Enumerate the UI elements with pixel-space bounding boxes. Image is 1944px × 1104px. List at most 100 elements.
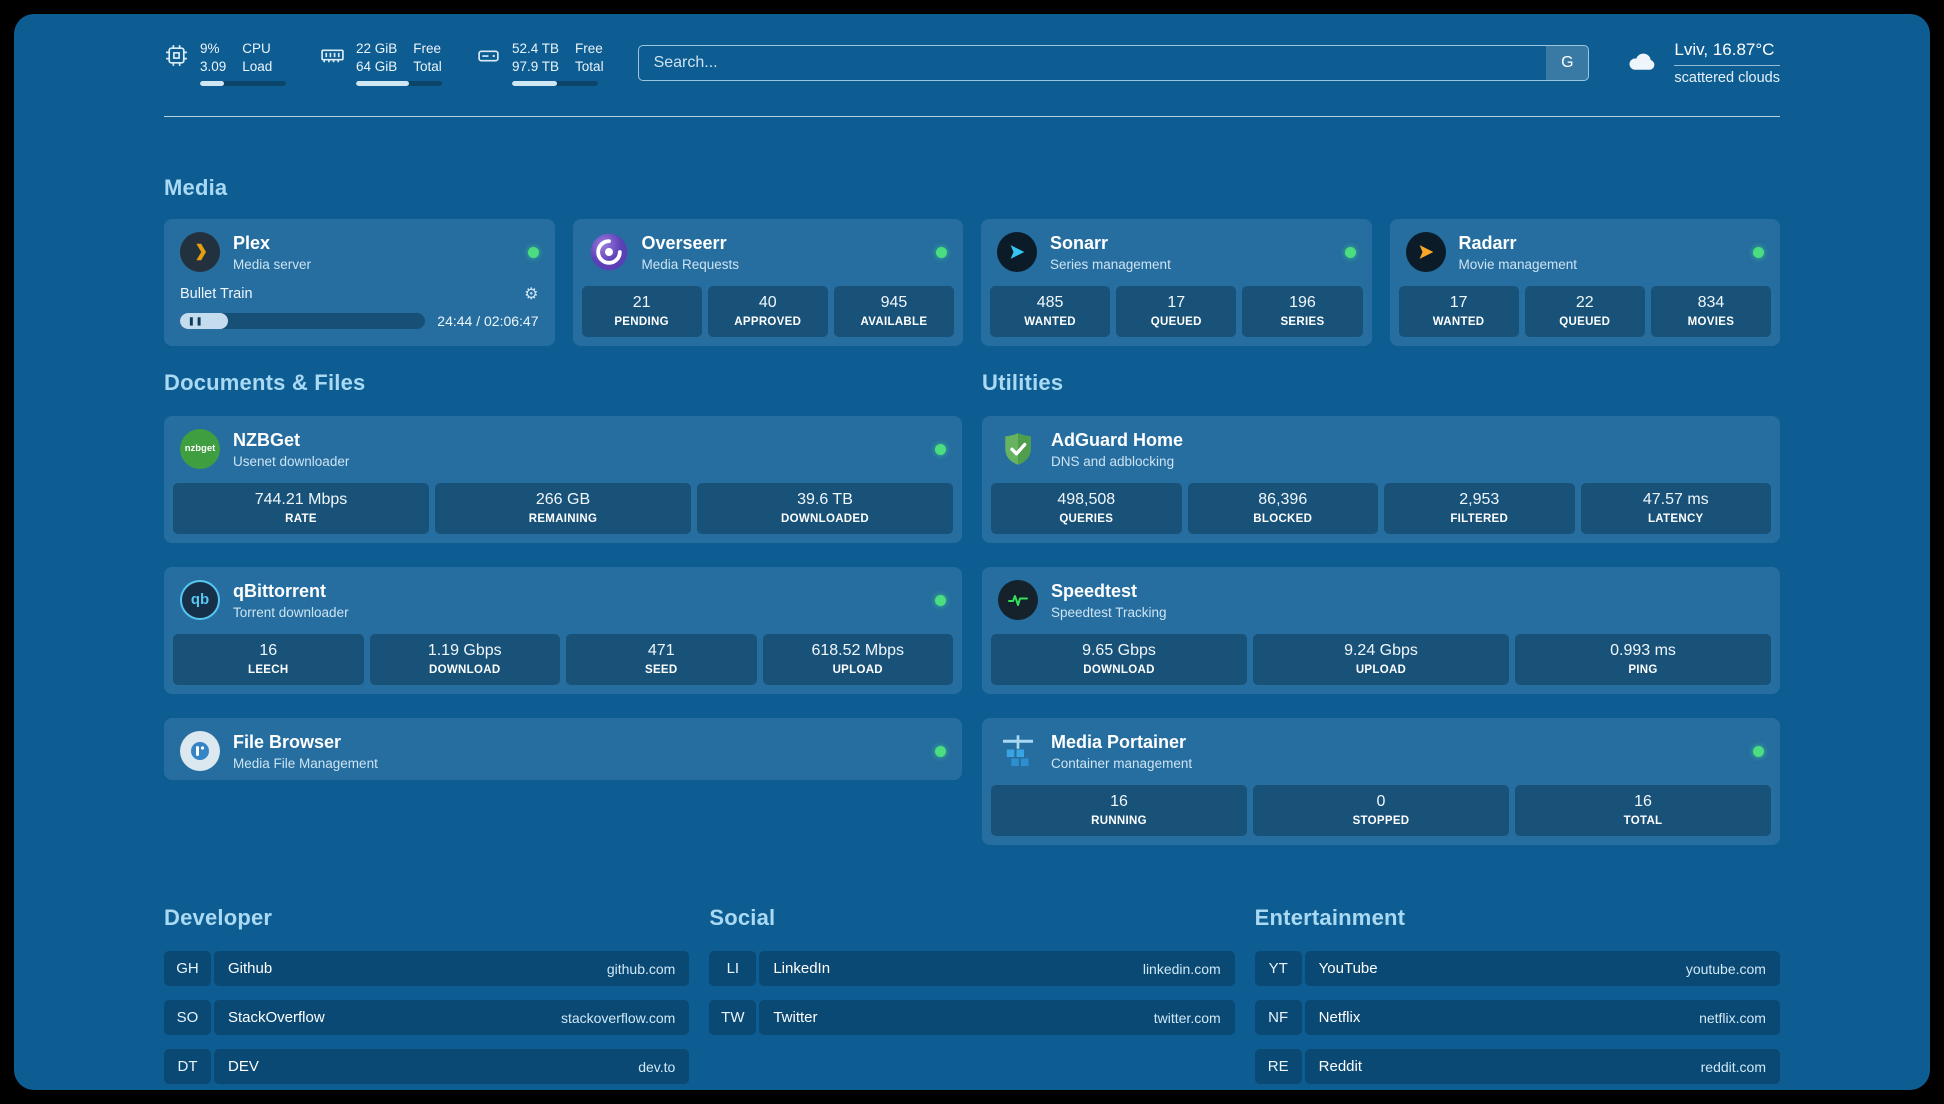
stat-value: 39.6 TB <box>797 491 853 508</box>
bookmark-url: twitter.com <box>1153 1009 1221 1026</box>
top-bar: 9% 3.09 CPU Load <box>164 40 1780 86</box>
app-description: Media server <box>233 256 312 272</box>
app-description: Media Requests <box>641 256 740 272</box>
app-name: Speedtest <box>1051 580 1138 601</box>
stat-label: QUERIES <box>1059 513 1114 525</box>
stat-label: DOWNLOADED <box>781 513 869 525</box>
search-bar[interactable]: G <box>637 45 1590 81</box>
app-description: Series management <box>1050 256 1171 272</box>
bookmark-name: StackOverflow <box>228 1009 325 1026</box>
memory-progress-fill <box>356 81 410 86</box>
bookmark-abbr: LI <box>709 951 757 986</box>
bookmark-twitter[interactable]: TW Twitter twitter.com <box>709 1000 1235 1035</box>
bookmark-name: YouTube <box>1318 960 1378 977</box>
stat-queries: 498,508 QUERIES <box>991 483 1182 534</box>
stat-pending: 21 PENDING <box>581 286 702 337</box>
stat-running: 16 RUNNING <box>991 785 1247 836</box>
disk-icon <box>476 43 501 68</box>
stat-label: DOWNLOAD <box>429 664 501 676</box>
bookmark-dev[interactable]: DT DEV dev.to <box>164 1049 690 1084</box>
cpu-load-label: Load <box>242 59 273 74</box>
bookmark-linkedin[interactable]: LI LinkedIn linkedin.com <box>709 951 1235 986</box>
stat-label: LATENCY <box>1647 513 1704 525</box>
app-card-nzbget[interactable]: nzbget NZBGet Usenet downloader 744.21 M… <box>164 416 962 543</box>
bookmark-stackoverflow[interactable]: SO StackOverflow stackoverflow.com <box>164 1000 690 1035</box>
search-engine-button[interactable]: G <box>1546 46 1589 80</box>
stat-value: 86,396 <box>1258 491 1308 508</box>
app-card-filebrowser[interactable]: File Browser Media File Management <box>164 718 962 780</box>
stat-value: 485 <box>1036 294 1064 311</box>
stat-value: 498,508 <box>1057 491 1116 508</box>
memory-labels: Free Total <box>413 40 442 76</box>
app-description: Media File Management <box>233 755 378 771</box>
status-dot <box>1753 745 1764 757</box>
media-grid: Plex Media server Bullet Train ⚙ ❚❚ 24:4… <box>164 219 1780 346</box>
bookmark-abbr: RE <box>1254 1049 1302 1084</box>
section-title-utilities: Utilities <box>982 370 1064 395</box>
stat-queued: 22 QUEUED <box>1524 286 1645 337</box>
stat-label: WANTED <box>1432 316 1485 328</box>
app-card-sonarr[interactable]: Sonarr Series management 485 WANTED 17 Q… <box>981 219 1372 346</box>
stat-upload: 9.24 Gbps UPLOAD <box>1253 634 1509 685</box>
bookmark-youtube[interactable]: YT YouTube youtube.com <box>1254 951 1780 986</box>
portainer-icon <box>998 731 1038 771</box>
sonarr-icon <box>997 232 1037 272</box>
app-description: Container management <box>1051 755 1193 771</box>
pause-button[interactable]: ❚❚ <box>188 316 204 326</box>
stat-label: PENDING <box>614 316 669 328</box>
stat-stopped: 0 STOPPED <box>1253 785 1509 836</box>
stat-value: 16 <box>1110 793 1128 810</box>
app-description: Movie management <box>1458 256 1578 272</box>
app-card-plex[interactable]: Plex Media server Bullet Train ⚙ ❚❚ 24:4… <box>164 219 555 346</box>
bookmark-url: netflix.com <box>1699 1009 1766 1026</box>
radarr-icon <box>1405 232 1446 272</box>
bookmark-reddit[interactable]: RE Reddit reddit.com <box>1254 1049 1780 1084</box>
cpu-load-value: 3.09 <box>200 59 227 74</box>
app-card-adguard[interactable]: AdGuard Home DNS and adblocking 498,508 … <box>982 416 1780 543</box>
app-name: Media Portainer <box>1051 731 1187 752</box>
bookmark-abbr: TW <box>709 1000 757 1035</box>
app-name: Sonarr <box>1050 232 1109 253</box>
stat-blocked: 86,396 BLOCKED <box>1187 483 1378 534</box>
stat-approved: 40 APPROVED <box>707 286 828 337</box>
stat-value: 744.21 Mbps <box>254 491 348 508</box>
app-card-qbittorrent[interactable]: qb qBittorrent Torrent downloader 16 LEE… <box>164 567 962 694</box>
app-card-portainer[interactable]: Media Portainer Container management 16 … <box>982 718 1780 845</box>
bookmark-netflix[interactable]: NF Netflix netflix.com <box>1254 1000 1780 1035</box>
app-card-radarr[interactable]: Radarr Movie management 17 WANTED 22 QUE… <box>1389 219 1780 346</box>
stat-label: TOTAL <box>1623 815 1663 827</box>
search-input[interactable] <box>638 46 1547 80</box>
stat-movies: 834 MOVIES <box>1650 286 1772 337</box>
weather-widget[interactable]: Lviv, 16.87°C scattered clouds <box>1623 40 1780 86</box>
now-playing-title: Bullet Train <box>180 286 253 302</box>
stat-available: 945 AVAILABLE <box>833 286 955 337</box>
stat-label: UPLOAD <box>1355 664 1407 676</box>
stat-value: 16 <box>259 642 278 659</box>
bookmark-abbr: NF <box>1254 1000 1302 1035</box>
filebrowser-icon <box>180 731 220 771</box>
memory-free-value: 22 GiB <box>356 41 398 56</box>
app-card-speedtest[interactable]: Speedtest Speedtest Tracking 9.65 Gbps D… <box>982 567 1780 694</box>
gear-icon[interactable]: ⚙ <box>524 286 539 303</box>
stat-value: 17 <box>1449 294 1468 311</box>
status-dot <box>935 745 946 757</box>
bookmarks-social: Social LI LinkedIn linkedin.com TW Twitt… <box>709 905 1235 1090</box>
bookmark-abbr: GH <box>164 951 211 986</box>
bookmark-abbr: DT <box>164 1049 211 1084</box>
bookmark-github[interactable]: GH Github github.com <box>164 951 690 986</box>
status-dot <box>936 246 947 258</box>
bookmark-name: Github <box>228 960 273 977</box>
section-title-entertainment: Entertainment <box>1254 905 1406 930</box>
app-card-overseerr[interactable]: Overseerr Media Requests 21 PENDING 40 A… <box>572 219 963 346</box>
bookmarks-entertainment: Entertainment YT YouTube youtube.com NF … <box>1254 905 1780 1090</box>
stat-rate: 744.21 Mbps RATE <box>173 483 429 534</box>
cpu-widget: 9% 3.09 CPU Load <box>164 40 286 86</box>
stat-label: RATE <box>285 513 317 525</box>
documents-column: Documents & Files nzbget NZBGet Usenet d… <box>164 370 962 845</box>
stat-label: QUEUED <box>1559 316 1611 328</box>
stat-label: AVAILABLE <box>860 316 928 328</box>
stat-label: RUNNING <box>1091 815 1147 827</box>
playback-progress-track[interactable]: ❚❚ <box>180 313 426 329</box>
cpu-icon <box>164 43 189 68</box>
bookmark-name: DEV <box>228 1058 259 1075</box>
